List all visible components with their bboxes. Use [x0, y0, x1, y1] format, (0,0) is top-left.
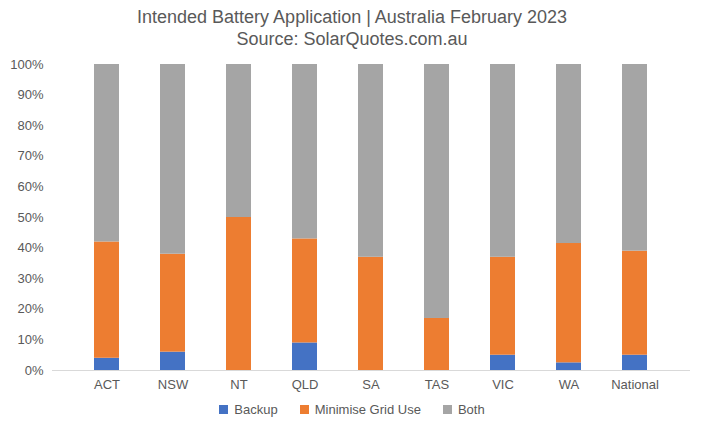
svg-text:80%: 80%	[17, 118, 43, 133]
svg-text:70%: 70%	[17, 148, 43, 163]
svg-text:10%: 10%	[17, 332, 43, 347]
svg-text:VIC: VIC	[492, 377, 514, 392]
svg-text:ACT: ACT	[94, 377, 120, 392]
html-text:Minimise Grid Use: Minimise Grid Use	[314, 402, 421, 417]
svg-text:SA: SA	[362, 377, 380, 392]
svg-text:0%: 0%	[25, 363, 44, 378]
svg-text:NSW: NSW	[158, 377, 189, 392]
svg-text:60%: 60%	[17, 179, 43, 194]
svg-text:QLD: QLD	[292, 377, 319, 392]
svg-text:30%: 30%	[17, 271, 43, 286]
svg-text:National: National	[611, 377, 659, 392]
svg-text:50%: 50%	[17, 210, 43, 225]
html-text:Both: Both	[457, 402, 485, 417]
html-text:Source: SolarQuotes.com.au: Source: SolarQuotes.com.au	[236, 29, 468, 49]
svg-text:20%: 20%	[17, 301, 43, 316]
svg-text:TAS: TAS	[425, 377, 450, 392]
svg-text:40%: 40%	[17, 240, 43, 255]
svg-text:100%: 100%	[10, 57, 44, 72]
svg-text:NT: NT	[230, 377, 247, 392]
svg-text:WA: WA	[559, 377, 580, 392]
svg-text:90%: 90%	[17, 87, 43, 102]
html-text:Backup: Backup	[234, 402, 278, 417]
html-text:Intended Battery Application |: Intended Battery Application | Australia…	[137, 7, 567, 27]
